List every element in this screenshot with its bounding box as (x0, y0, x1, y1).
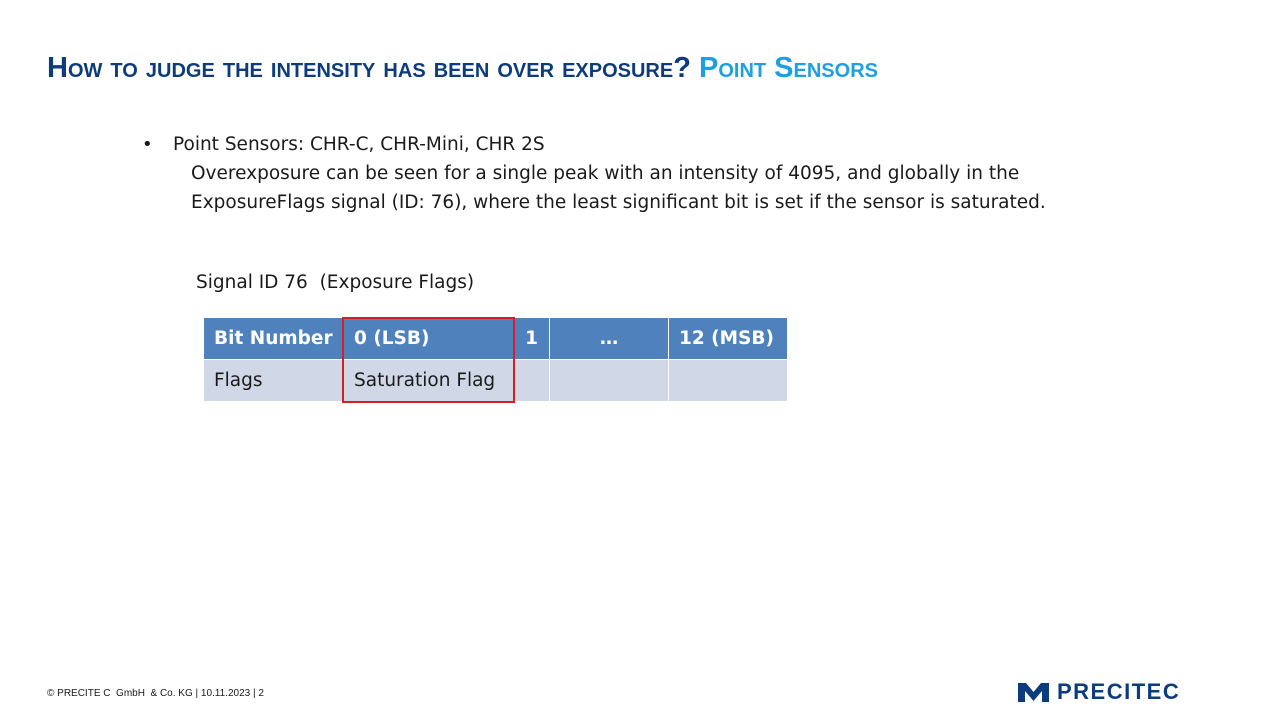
table-row: Flags Saturation Flag (203, 359, 788, 402)
header-cell-bit-0: 0 (LSB) (343, 317, 514, 360)
exposure-flags-table: Bit Number 0 (LSB) 1 … 12 (MSB) Flags Sa… (203, 317, 788, 402)
row-cell-bit-12 (668, 359, 788, 402)
footer-copyright: © PRECITE C GmbH & Co. KG | 10.11.2023 |… (47, 688, 264, 699)
row-cell-saturation-flag: Saturation Flag (343, 359, 514, 402)
precitec-logo: PRECITEC (1018, 680, 1180, 704)
bullet-line-exposureflags: ExposureFlags signal (ID: 76), where the… (191, 192, 1046, 213)
title-accent: Point Sensors (699, 52, 878, 84)
row-cell-ellipsis (549, 359, 669, 402)
precitec-logo-mark-icon (1018, 682, 1049, 702)
table-caption: Signal ID 76 (Exposure Flags) (196, 272, 475, 293)
header-cell-bit-1: 1 (513, 317, 550, 360)
slide-title: How to judge the intensity has been over… (47, 50, 878, 86)
bullet-line-sensors: Point Sensors: CHR-C, CHR-Mini, CHR 2S (173, 134, 545, 155)
header-cell-ellipsis: … (549, 317, 669, 360)
table-header-row: Bit Number 0 (LSB) 1 … 12 (MSB) (203, 317, 788, 360)
row-cell-bit-1 (513, 359, 550, 402)
logo-wordmark: PRECITEC (1057, 679, 1181, 704)
header-cell-bit-12: 12 (MSB) (668, 317, 788, 360)
row-cell-flags: Flags (203, 359, 344, 402)
bullet-marker: • (142, 134, 153, 155)
bullet-line-overexposure: Overexposure can be seen for a single pe… (191, 163, 1020, 184)
title-main: How to judge the intensity has been over… (47, 52, 691, 84)
header-cell-bit-number: Bit Number (203, 317, 344, 360)
